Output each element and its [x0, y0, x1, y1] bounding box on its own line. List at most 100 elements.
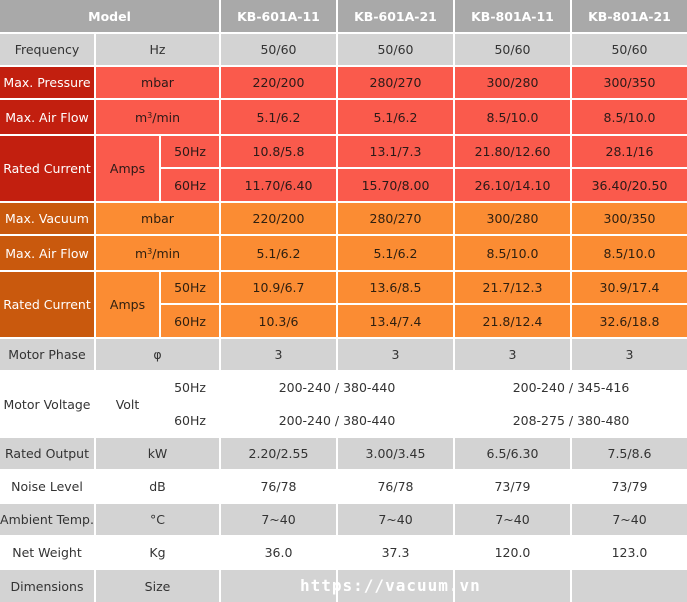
- dimensions-unit: Size: [96, 570, 219, 602]
- freq-50hz-label: 50Hz: [161, 272, 219, 303]
- motor-phase-value: 3: [572, 339, 687, 370]
- unit-prefix: m: [134, 109, 148, 125]
- motor-voltage-value: 208-275 / 380-480: [455, 405, 687, 436]
- ambient-temp-label: Ambient Temp.: [0, 504, 94, 535]
- motor-voltage-label: Motor Voltage: [0, 372, 94, 436]
- rated-current-value: 10.3/6: [221, 305, 336, 337]
- max-air-flow-value: 5.1/6.2: [221, 236, 336, 270]
- unit-suffix: /min: [152, 245, 181, 261]
- max-vacuum-unit: mbar: [96, 203, 219, 234]
- noise-level-unit: dB: [96, 471, 219, 502]
- max-air-flow-unit: m 3/min: [96, 100, 219, 134]
- rated-current-value: 13.1/7.3: [338, 136, 453, 167]
- model-name: KB-801A-11: [455, 0, 570, 32]
- ambient-temp-value: 7~40: [572, 504, 687, 535]
- motor-voltage-value: 200-240 / 380-440: [221, 405, 453, 436]
- max-air-flow-value: 5.1/6.2: [338, 100, 453, 134]
- rated-current-value: 26.10/14.10: [455, 169, 570, 201]
- max-air-flow-value: 5.1/6.2: [221, 100, 336, 134]
- rated-current-label: Rated Current: [0, 136, 94, 201]
- max-vacuum-value: 300/350: [572, 203, 687, 234]
- rated-current-value: 13.4/7.4: [338, 305, 453, 337]
- ambient-temp-value: 7~40: [455, 504, 570, 535]
- motor-voltage-value: 200-240 / 380-440: [221, 372, 453, 403]
- rated-output-value: 3.00/3.45: [338, 438, 453, 469]
- max-pressure-value: 300/350: [572, 67, 687, 98]
- freq-60hz-label: 60Hz: [161, 305, 219, 337]
- max-air-flow-value: 8.5/10.0: [455, 100, 570, 134]
- frequency-label: Frequency: [0, 34, 94, 65]
- max-vacuum-value: 220/200: [221, 203, 336, 234]
- model-name: KB-601A-21: [338, 0, 453, 32]
- rated-current-unit: Amps: [96, 136, 159, 201]
- max-vacuum-value: 300/280: [455, 203, 570, 234]
- rated-current-value: 21.8/12.4: [455, 305, 570, 337]
- motor-voltage-value: 200-240 / 345-416: [455, 372, 687, 403]
- motor-phase-label: Motor Phase: [0, 339, 94, 370]
- rated-current-value: 36.40/20.50: [572, 169, 687, 201]
- noise-level-value: 73/79: [455, 471, 570, 502]
- max-air-flow-value: 8.5/10.0: [455, 236, 570, 270]
- motor-phase-unit: φ: [96, 339, 219, 370]
- noise-level-value: 76/78: [338, 471, 453, 502]
- max-air-flow-label: Max. Air Flow: [0, 100, 94, 134]
- model-name: KB-801A-21: [572, 0, 687, 32]
- rated-current-value: 30.9/17.4: [572, 272, 687, 303]
- max-air-flow-unit: m 3/min: [96, 236, 219, 270]
- rated-current-value: 13.6/8.5: [338, 272, 453, 303]
- rated-current-value: 32.6/18.8: [572, 305, 687, 337]
- rated-current-value: 21.80/12.60: [455, 136, 570, 167]
- max-pressure-value: 220/200: [221, 67, 336, 98]
- net-weight-label: Net Weight: [0, 537, 94, 568]
- model-header: Model: [0, 0, 219, 32]
- noise-level-value: 76/78: [221, 471, 336, 502]
- max-pressure-unit: mbar: [96, 67, 219, 98]
- max-air-flow-value: 8.5/10.0: [572, 100, 687, 134]
- watermark: https://vacuum.vn: [300, 576, 481, 595]
- unit-prefix: m: [134, 245, 148, 261]
- max-air-flow-value: 5.1/6.2: [338, 236, 453, 270]
- max-vacuum-label: Max. Vacuum: [0, 203, 94, 234]
- motor-phase-value: 3: [338, 339, 453, 370]
- dimensions-value: [455, 570, 570, 602]
- rated-output-unit: kW: [96, 438, 219, 469]
- rated-current-value: 11.70/6.40: [221, 169, 336, 201]
- dimensions-value: [221, 570, 336, 602]
- frequency-value: 50/60: [338, 34, 453, 65]
- unit-suffix: /min: [152, 109, 181, 125]
- motor-phase-value: 3: [455, 339, 570, 370]
- model-name: KB-601A-11: [221, 0, 336, 32]
- rated-current-value: 15.70/8.00: [338, 169, 453, 201]
- noise-level-value: 73/79: [572, 471, 687, 502]
- rated-output-value: 6.5/6.30: [455, 438, 570, 469]
- net-weight-value: 123.0: [572, 537, 687, 568]
- freq-60hz-label: 60Hz: [161, 169, 219, 201]
- rated-current-value: 10.9/6.7: [221, 272, 336, 303]
- rated-current-value: 21.7/12.3: [455, 272, 570, 303]
- ambient-temp-value: 7~40: [221, 504, 336, 535]
- net-weight-unit: Kg: [96, 537, 219, 568]
- dimensions-value: [338, 570, 453, 602]
- rated-output-label: Rated Output: [0, 438, 94, 469]
- max-air-flow-label: Max. Air Flow: [0, 236, 94, 270]
- max-pressure-value: 300/280: [455, 67, 570, 98]
- net-weight-value: 37.3: [338, 537, 453, 568]
- dimensions-value: [572, 570, 687, 602]
- freq-50hz-label: 50Hz: [161, 136, 219, 167]
- ambient-temp-value: 7~40: [338, 504, 453, 535]
- frequency-value: 50/60: [455, 34, 570, 65]
- motor-voltage-unit: Volt: [96, 372, 159, 436]
- rated-current-value: 10.8/5.8: [221, 136, 336, 167]
- rated-current-label: Rated Current: [0, 272, 94, 337]
- freq-50hz-label: 50Hz: [161, 372, 219, 403]
- net-weight-value: 36.0: [221, 537, 336, 568]
- max-air-flow-value: 8.5/10.0: [572, 236, 687, 270]
- noise-level-label: Noise Level: [0, 471, 94, 502]
- net-weight-value: 120.0: [455, 537, 570, 568]
- max-pressure-value: 280/270: [338, 67, 453, 98]
- frequency-value: 50/60: [221, 34, 336, 65]
- freq-60hz-label: 60Hz: [161, 405, 219, 436]
- rated-current-unit: Amps: [96, 272, 159, 337]
- ambient-temp-unit: °C: [96, 504, 219, 535]
